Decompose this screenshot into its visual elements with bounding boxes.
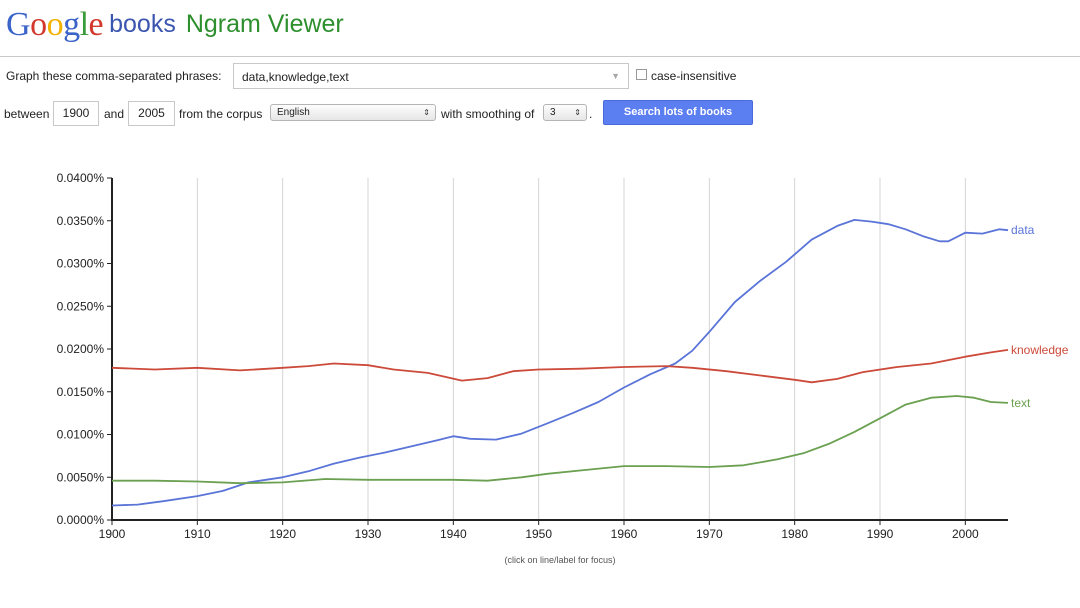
case-insensitive-label: case-insensitive: [651, 69, 737, 83]
app-title: Ngram Viewer: [185, 10, 344, 38]
and-label: and: [104, 107, 125, 121]
header-divider: [0, 56, 1080, 57]
phrases-input-value: data,knowledge,text: [242, 70, 349, 84]
x-tick-label: 1950: [525, 527, 552, 541]
y-tick-label: 0.0300%: [57, 257, 105, 271]
x-tick-label: 1990: [867, 527, 894, 541]
select-arrows-icon: ⇕: [574, 108, 581, 117]
ngram-chart: 0.0000% 0.0050% 0.0100% 0.0150% 0.0200% 0.025…: [0, 160, 1080, 580]
start-year-input[interactable]: 1900: [53, 101, 99, 126]
chevron-down-icon[interactable]: ▼: [611, 71, 620, 81]
google-books-logo[interactable]: Google books Ngram Viewer: [6, 6, 344, 50]
chart-caption: (click on line/label for focus): [504, 555, 616, 565]
x-tick-label: 1930: [355, 527, 382, 541]
x-tick-label: 1940: [440, 527, 467, 541]
x-tick-label: 1960: [611, 527, 638, 541]
search-button[interactable]: Search lots of books: [603, 100, 753, 125]
series-line-text[interactable]: [112, 395, 1009, 485]
y-tick-label: 0.0200%: [57, 342, 105, 356]
x-tick-label: 1920: [269, 527, 296, 541]
y-tick-label: 0.0100%: [57, 428, 105, 442]
google-wordmark: Google: [6, 6, 104, 43]
select-arrows-icon: ⇕: [423, 108, 430, 117]
ngram-chart-svg: 0.0000% 0.0050% 0.0100% 0.0150% 0.0200% 0.025…: [57, 171, 1069, 541]
y-tick-label: 0.0250%: [57, 299, 105, 313]
y-tick-label: 0.0050%: [57, 470, 105, 484]
y-tick-label: 0.0350%: [57, 214, 105, 228]
between-label: between: [4, 107, 50, 121]
series-label-text[interactable]: text: [1011, 396, 1031, 410]
y-tick-label: 0.0400%: [57, 171, 105, 185]
x-tick-label: 1910: [184, 527, 211, 541]
series-line-data[interactable]: [111, 219, 1009, 507]
corpus-select-value: English: [277, 107, 310, 118]
phrases-label: Graph these comma-separated phrases:: [6, 69, 222, 83]
phrases-input[interactable]: data,knowledge,text ▼: [233, 63, 629, 89]
y-tick-label: 0.0000%: [57, 513, 105, 527]
period-label: .: [589, 107, 593, 121]
series-label-knowledge[interactable]: knowledge: [1011, 343, 1069, 357]
smoothing-select-value: 3: [550, 107, 556, 118]
x-tick-label: 2000: [952, 527, 979, 541]
x-tick-label: 1980: [781, 527, 808, 541]
y-tick-label: 0.0150%: [57, 385, 105, 399]
series-label-data[interactable]: data: [1011, 223, 1035, 237]
case-insensitive-checkbox[interactable]: [636, 69, 647, 80]
corpus-select[interactable]: English ⇕: [270, 104, 436, 121]
smoothing-select[interactable]: 3 ⇕: [543, 104, 587, 121]
corpus-label: from the corpus: [179, 107, 263, 121]
x-tick-label: 1970: [696, 527, 723, 541]
end-year-input[interactable]: 2005: [128, 101, 175, 126]
x-tick-label: 1900: [99, 527, 126, 541]
smoothing-label: with smoothing of: [441, 107, 535, 121]
books-label: books: [109, 10, 176, 38]
series-line-knowledge[interactable]: [111, 349, 1009, 384]
